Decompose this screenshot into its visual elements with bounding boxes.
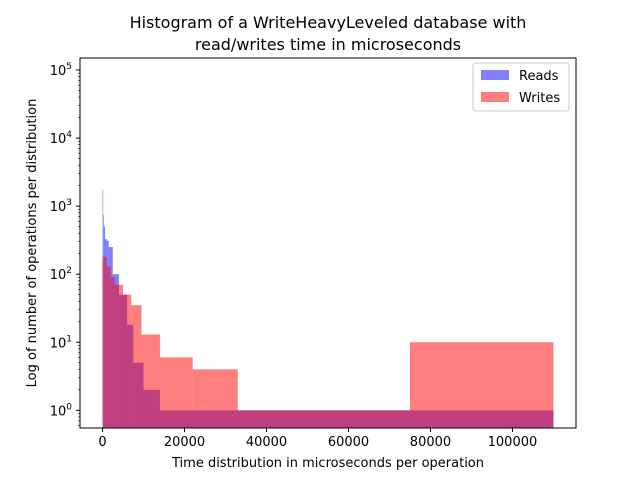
- writes-bar-9: [237, 410, 410, 428]
- y-tick-label-0: 100: [50, 402, 73, 419]
- y-tick-label-3: 103: [50, 198, 72, 215]
- legend: Reads Writes: [472, 62, 570, 112]
- writes-bar-5: [131, 305, 142, 428]
- writes-bar-10: [409, 342, 554, 428]
- x-axis-ticks: 0 20000 40000 60000 80000 100000: [98, 428, 537, 450]
- x-tick-label-4: 80000: [410, 435, 451, 450]
- y-axis-ticks: 100 101 102 103 104 105: [50, 62, 80, 426]
- x-axis-label: Time distribution in microseconds per op…: [171, 456, 484, 471]
- writes-bar-3: [114, 284, 124, 428]
- writes-bar-8: [192, 369, 238, 428]
- y-tick-label-5: 105: [50, 62, 72, 79]
- y-axis-label: Log of number of operations per distribu…: [25, 99, 40, 388]
- writes-bar-4: [123, 294, 132, 428]
- y-tick-label-2: 102: [50, 266, 72, 283]
- x-tick-label-3: 60000: [328, 435, 369, 450]
- series-writes: [102, 256, 554, 428]
- x-tick-label-0: 0: [98, 435, 106, 450]
- legend-swatch-writes: [481, 92, 509, 102]
- plot-frame: [79, 57, 577, 429]
- histogram-bars: [102, 189, 554, 428]
- legend-label-writes: Writes: [519, 91, 560, 106]
- writes-bar-6: [141, 334, 160, 428]
- writes-bar-7: [159, 357, 193, 428]
- chart-title-line-1: Histogram of a WriteHeavyLeveled databas…: [130, 13, 527, 32]
- x-tick-label-2: 40000: [246, 435, 287, 450]
- chart-title-line-2: read/writes time in microseconds: [195, 35, 461, 54]
- writes-bar-2: [110, 277, 115, 428]
- x-tick-label-1: 20000: [164, 435, 205, 450]
- x-tick-label-5: 100000: [488, 435, 538, 450]
- legend-label-reads: Reads: [519, 69, 559, 84]
- legend-swatch-reads: [481, 70, 509, 80]
- y-tick-label-4: 104: [50, 130, 73, 147]
- y-tick-label-1: 101: [50, 334, 72, 351]
- writes-bar-0: [102, 256, 107, 428]
- writes-bar-1: [106, 266, 111, 428]
